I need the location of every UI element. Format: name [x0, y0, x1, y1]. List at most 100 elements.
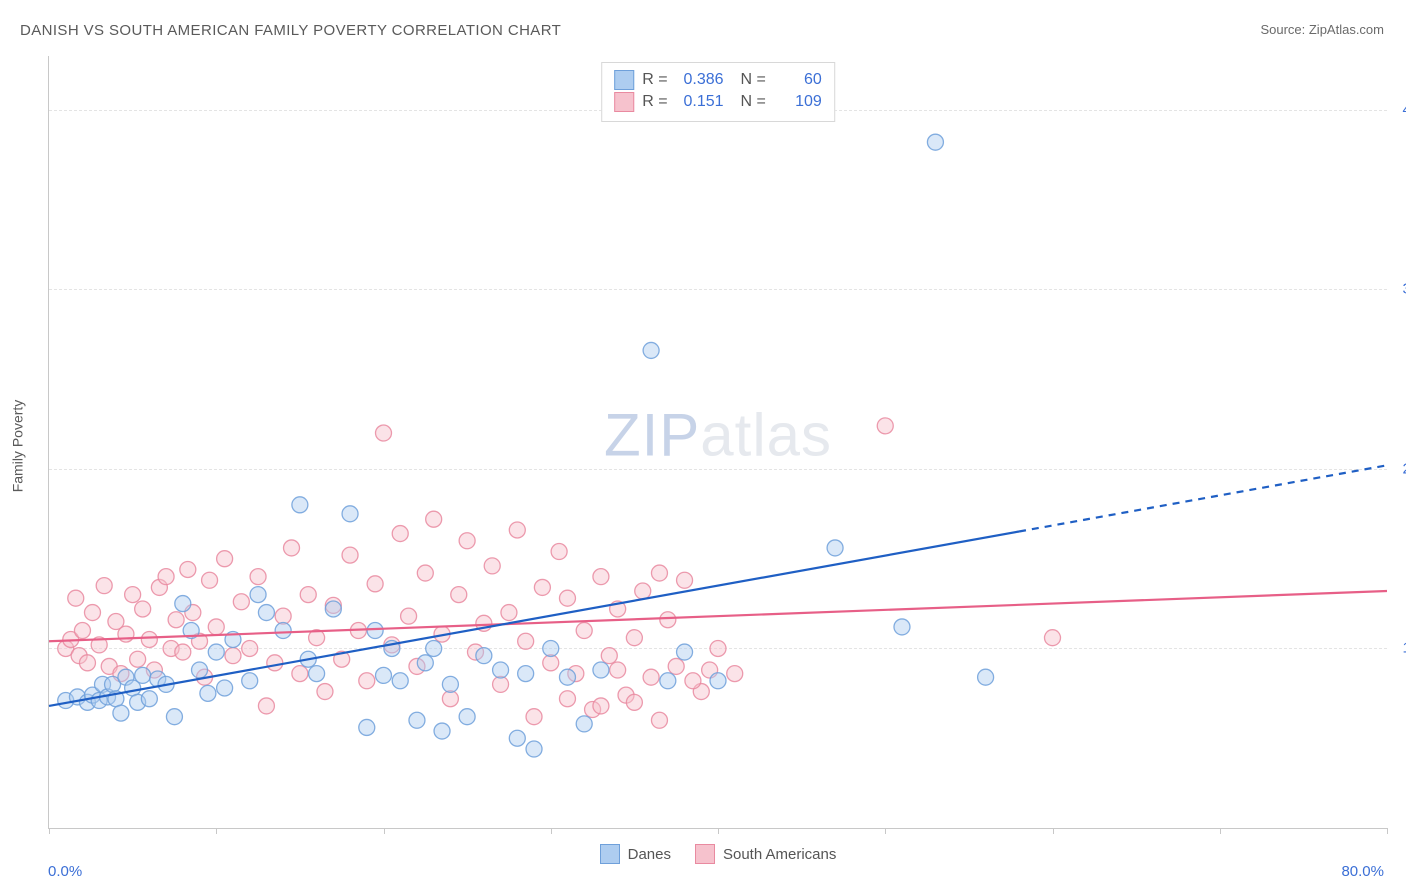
scatter-point: [233, 594, 249, 610]
scatter-point: [342, 547, 358, 563]
scatter-point: [660, 612, 676, 628]
scatter-point: [518, 633, 534, 649]
scatter-point: [526, 741, 542, 757]
scatter-point: [476, 648, 492, 664]
y-tick-label: 40.0%: [1395, 101, 1406, 118]
scatter-point: [434, 723, 450, 739]
scatter-point: [677, 572, 693, 588]
scatter-point: [635, 583, 651, 599]
scatter-point: [250, 587, 266, 603]
legend-swatch: [600, 844, 620, 864]
bottom-legend: Danes South Americans: [49, 844, 1387, 864]
stat-n-label: N =: [732, 91, 766, 113]
x-tick: [384, 828, 385, 834]
y-tick-label: 20.0%: [1395, 460, 1406, 477]
stat-n-value: 60: [774, 69, 822, 91]
y-tick-label: 30.0%: [1395, 281, 1406, 298]
scatter-point: [166, 709, 182, 725]
scatter-point: [168, 612, 184, 628]
scatter-point: [610, 662, 626, 678]
scatter-point: [576, 623, 592, 639]
scatter-point: [342, 506, 358, 522]
scatter-point: [175, 644, 191, 660]
scatter-point: [493, 662, 509, 678]
scatter-point: [551, 544, 567, 560]
scatter-point: [367, 576, 383, 592]
scatter-point: [175, 596, 191, 612]
scatter-point: [727, 666, 743, 682]
stat-row: R =0.386 N =60: [614, 69, 822, 91]
scatter-point: [392, 673, 408, 689]
scatter-point: [1045, 630, 1061, 646]
x-axis-max-label: 80.0%: [1341, 863, 1384, 880]
scatter-point: [518, 666, 534, 682]
legend-item: Danes: [600, 844, 671, 864]
legend-label: South Americans: [723, 846, 836, 863]
scatter-point: [217, 680, 233, 696]
x-tick: [1387, 828, 1388, 834]
scatter-point: [192, 662, 208, 678]
scatter-point: [484, 558, 500, 574]
scatter-point: [258, 605, 274, 621]
scatter-point: [158, 569, 174, 585]
chart-svg: [49, 56, 1387, 828]
scatter-point: [593, 569, 609, 585]
trend-line-dashed: [1019, 465, 1387, 531]
legend-swatch: [695, 844, 715, 864]
scatter-point: [509, 522, 525, 538]
scatter-point: [509, 730, 525, 746]
scatter-point: [135, 601, 151, 617]
scatter-point: [426, 511, 442, 527]
scatter-point: [250, 569, 266, 585]
scatter-point: [534, 579, 550, 595]
scatter-point: [710, 640, 726, 656]
y-tick-label: 10.0%: [1395, 640, 1406, 657]
scatter-point: [978, 669, 994, 685]
scatter-point: [526, 709, 542, 725]
scatter-point: [593, 662, 609, 678]
scatter-point: [877, 418, 893, 434]
legend-item: South Americans: [695, 844, 836, 864]
scatter-point: [459, 709, 475, 725]
scatter-point: [292, 666, 308, 682]
scatter-point: [626, 694, 642, 710]
x-tick: [885, 828, 886, 834]
scatter-point: [208, 619, 224, 635]
scatter-point: [827, 540, 843, 556]
scatter-point: [300, 587, 316, 603]
scatter-point: [96, 578, 112, 594]
stat-box: R =0.386 N =60R =0.151 N =109: [601, 62, 835, 122]
x-tick: [718, 828, 719, 834]
scatter-point: [493, 676, 509, 692]
plot-area: ZIPatlas R =0.386 N =60R =0.151 N =109 D…: [48, 56, 1387, 829]
x-tick: [1220, 828, 1221, 834]
scatter-point: [392, 526, 408, 542]
scatter-point: [426, 640, 442, 656]
scatter-point: [135, 667, 151, 683]
scatter-point: [141, 631, 157, 647]
scatter-point: [359, 719, 375, 735]
scatter-point: [543, 640, 559, 656]
x-tick: [551, 828, 552, 834]
scatter-point: [417, 655, 433, 671]
stat-r-label: R =: [642, 69, 667, 91]
legend-label: Danes: [628, 846, 671, 863]
scatter-point: [74, 623, 90, 639]
scatter-point: [501, 605, 517, 621]
stat-n-label: N =: [732, 69, 766, 91]
scatter-point: [593, 698, 609, 714]
scatter-point: [643, 669, 659, 685]
scatter-point: [267, 655, 283, 671]
scatter-point: [685, 673, 701, 689]
scatter-point: [242, 673, 258, 689]
scatter-point: [275, 623, 291, 639]
x-tick: [1053, 828, 1054, 834]
scatter-point: [651, 712, 667, 728]
scatter-point: [141, 691, 157, 707]
scatter-point: [84, 605, 100, 621]
scatter-point: [451, 587, 467, 603]
scatter-point: [125, 587, 141, 603]
stat-row: R =0.151 N =109: [614, 91, 822, 113]
source-name: ZipAtlas.com: [1309, 22, 1384, 37]
y-axis-title: Family Poverty: [9, 400, 25, 493]
